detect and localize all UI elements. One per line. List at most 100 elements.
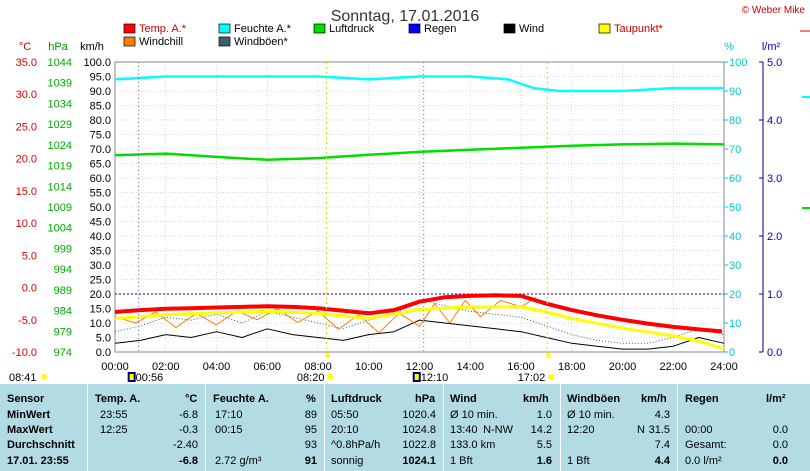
wind-tick-label: 20.0 (90, 289, 111, 301)
humidity-time: 2.72 g/m³ (215, 455, 262, 467)
x-tick-label: 00:00 (101, 361, 129, 373)
wind-tick-label: 65.0 (90, 159, 111, 171)
axis-title-temp: °C (19, 41, 31, 53)
temp-tick-label: 20.0 (16, 154, 37, 166)
temp-tick-label: 0.0 (22, 283, 37, 295)
pressure-tick-label: 1009 (48, 202, 72, 214)
header-gust-unit: km/h (641, 393, 667, 405)
legend-label: Taupunkt* (614, 23, 664, 35)
header-hum: Feuchte A. (213, 393, 269, 405)
rain-tick-label: 4.0 (767, 115, 782, 127)
humidity-tick-label: 70 (729, 144, 741, 156)
humidity-time: 17:10 (215, 409, 243, 421)
rain-tick-label: 5.0 (767, 57, 782, 69)
temp-time: 12:25 (100, 424, 128, 436)
legend-label: Feuchte A.* (234, 23, 292, 35)
legend: Temp. A.* Feuchte A.* Luftdruck Regen Wind Ta… (123, 23, 664, 48)
wind-tick-label: 50.0 (90, 202, 111, 214)
header-sensor: Sensor (7, 393, 45, 405)
rain-tick-label: 1.0 (767, 289, 782, 301)
temperature-line (114, 293, 723, 334)
sun-icon (548, 374, 555, 380)
pressure-tick-label: 1019 (48, 161, 72, 173)
gust-value: 31.5 (648, 424, 670, 436)
x-tick-label: 10:00 (355, 361, 383, 373)
wind-tick-label: 0.0 (96, 347, 111, 359)
chart-title: Sonntag, 17.01.2016 (331, 8, 480, 25)
row-label: MaxWert (7, 424, 53, 436)
sun-icon (41, 374, 47, 380)
legend-swatch (408, 23, 421, 34)
wind-line (114, 319, 725, 350)
sunset-time: 17:02 (518, 372, 546, 384)
rain-desc: 0.0 l/m² (685, 455, 722, 467)
wind-desc: 1 Bft (450, 455, 473, 467)
x-tick-label: 20:00 (609, 361, 637, 373)
rain-value: 0.0 (772, 455, 788, 467)
pressure-tick-label: 999 (54, 243, 72, 255)
x-tick-label: 12:00 (406, 361, 434, 373)
wind-desc: 133.0 km (450, 439, 496, 451)
wind-tick-label: 40.0 (90, 231, 111, 243)
axis-title-pressure: hPa (48, 41, 68, 53)
temp-time: 23:55 (100, 409, 128, 421)
x-tick-label: 14:00 (456, 361, 484, 373)
x-tick-label: 08:00 (304, 361, 332, 373)
humidity-value: 95 (304, 424, 317, 436)
statistics-table: Sensor Temp. A. °C Feuchte A. % Luftdruc… (0, 384, 810, 471)
wind-tick-label: 75.0 (90, 130, 111, 142)
legend-label: Windböen* (234, 36, 289, 48)
pressure-tick-label: 1014 (48, 181, 72, 193)
gust-value: 7.4 (654, 439, 670, 451)
wind-tick-label: 70.0 (90, 144, 111, 156)
temp-value: -6.8 (179, 455, 198, 467)
pressure-tick-label: 1044 (48, 57, 72, 69)
header-gust: Windböen (567, 393, 621, 405)
temp-tick-label: -5.0 (18, 315, 37, 327)
wind-tick-label: 35.0 (90, 246, 111, 258)
temp-tick-label: 30.0 (16, 89, 37, 101)
sunrise-dot (324, 352, 330, 358)
series-lines (114, 75, 725, 351)
wind-tick-label: 15.0 (90, 304, 111, 316)
wind-tick-label: 30.0 (90, 260, 111, 272)
wind-tick-label: 10.0 (90, 318, 111, 330)
pressure-tick-label: 989 (54, 285, 72, 297)
header-wind-unit: km/h (523, 393, 549, 405)
humidity-tick-label: 40 (729, 231, 741, 243)
pressure-value: 1020.4 (402, 409, 436, 421)
copyright: © Weber Mike (742, 5, 806, 16)
rain-value: 0.0 (772, 424, 788, 436)
legend-swatch (598, 23, 611, 34)
gust-value: 4.3 (654, 409, 670, 421)
legend-label: Regen (424, 23, 456, 35)
wind-tick-label: 55.0 (90, 188, 111, 200)
legend-swatch (218, 36, 231, 47)
temp-tick-label: 35.0 (16, 57, 37, 69)
legend-swatch (313, 23, 326, 34)
axis-title-wind: km/h (80, 41, 104, 53)
humidity-tick-label: 60 (729, 173, 741, 185)
pressure-tick-label: 984 (54, 306, 72, 318)
wind-value: 1.6 (536, 455, 552, 467)
wind-tick-label: 80.0 (90, 115, 111, 127)
wind-tick-label: 90.0 (90, 86, 111, 98)
x-tick-label: 04:00 (203, 361, 231, 373)
header-temp: Temp. A. (95, 393, 141, 405)
humidity-value: 91 (304, 455, 317, 467)
pressure-value: 1024.8 (402, 424, 436, 436)
humidity-time: 00:15 (215, 424, 243, 436)
legend-label: Wind (519, 23, 544, 35)
wind-tick-label: 45.0 (90, 217, 111, 229)
pressure-tick-label: 1039 (48, 78, 72, 90)
humidity-tick-label: 0 (729, 347, 735, 359)
axis-title-humidity: % (724, 41, 734, 53)
wind-value: 1.0 (536, 409, 552, 421)
gust-desc: 1 Bft (567, 455, 590, 467)
gust-direction: N (637, 424, 645, 436)
header-rain: Regen (685, 393, 719, 405)
humidity-tick-label: 90 (729, 86, 741, 98)
legend-swatch (123, 36, 136, 47)
row-label: Durchschnitt (7, 439, 75, 451)
humidity-value: 93 (304, 439, 317, 451)
